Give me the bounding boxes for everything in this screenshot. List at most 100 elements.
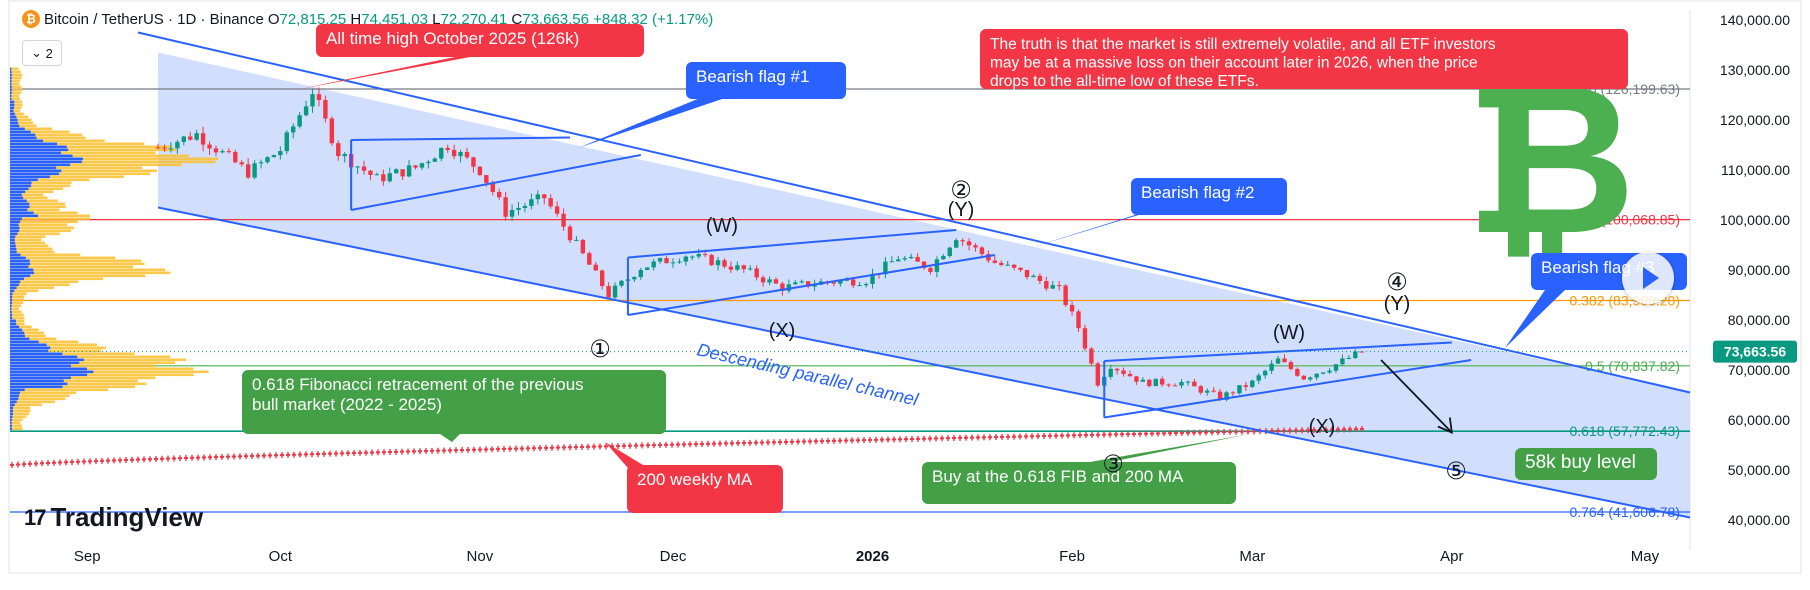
candle-body — [1198, 386, 1204, 393]
volume-profile-bar-blue — [10, 400, 17, 404]
x-tick-label: Oct — [269, 548, 293, 565]
wave-x-label-b: (X) — [1309, 416, 1336, 438]
ma200-tick — [797, 438, 799, 445]
candle-body — [709, 254, 714, 266]
volume-profile-bar — [10, 244, 49, 248]
candle-body — [1005, 264, 1010, 266]
ma200-tick — [809, 438, 811, 445]
candle-body — [574, 239, 579, 241]
indicator-collapse-button[interactable]: ⌄ 2 — [22, 40, 62, 66]
candle-body — [986, 254, 991, 261]
flag-3-lower — [1104, 359, 1472, 419]
volume-profile-bar-blue — [10, 103, 15, 107]
volume-profile-bar-blue — [10, 106, 15, 110]
volume-profile-bar-blue — [10, 220, 21, 224]
wave-2-y-label: (Y) — [948, 199, 975, 221]
ma200-tick — [1187, 429, 1189, 436]
candle-body — [889, 261, 895, 263]
volume-profile-bar-blue — [10, 325, 20, 329]
candle-body — [1089, 348, 1094, 364]
candle-body — [960, 240, 965, 242]
candle-body — [413, 165, 418, 168]
ma200-tick — [527, 445, 529, 452]
volume-profile-bar — [10, 328, 39, 332]
candle-body — [387, 173, 392, 182]
buy-label-box — [922, 462, 1236, 504]
candle-body — [651, 261, 656, 268]
volume-profile-bar-blue — [10, 82, 12, 86]
candle-body — [690, 256, 695, 258]
play-button[interactable] — [1622, 252, 1674, 304]
volume-profile-bar — [10, 124, 37, 128]
channel-fill — [158, 52, 1690, 518]
candle-body — [1301, 375, 1306, 380]
candle-body — [683, 256, 689, 262]
volume-profile-bar — [10, 73, 22, 77]
ma200-tick — [743, 439, 745, 446]
candle-body — [419, 163, 425, 168]
ma200-tick — [143, 456, 145, 463]
volume-profile-bar — [10, 388, 109, 392]
ma200-tick — [629, 442, 631, 449]
candle-body — [1082, 328, 1088, 349]
volume-profile-bar — [10, 157, 219, 161]
candle-body — [908, 256, 914, 259]
volume-profile-bar — [10, 202, 66, 206]
volume-profile-bar — [10, 265, 133, 269]
volume-profile-bar-blue — [10, 334, 25, 338]
volume-profile-bar-blue — [10, 67, 12, 71]
ma200-tick — [521, 445, 523, 452]
candle-body — [271, 155, 277, 158]
candle-body — [1333, 364, 1339, 371]
ma200-tick — [353, 450, 355, 457]
ma200-tick — [1343, 426, 1345, 433]
candle-body — [741, 265, 746, 270]
candle-body — [760, 277, 766, 283]
volume-profile-bar-blue — [10, 412, 13, 416]
volume-profile-bar-blue — [10, 265, 29, 269]
candle-body — [612, 285, 618, 298]
ma200-tick — [821, 438, 823, 445]
wave-x-label-a: (X) — [769, 320, 796, 342]
volume-profile-bar-blue — [10, 259, 30, 263]
volume-profile-bar — [10, 304, 22, 308]
candle-body — [1314, 373, 1319, 378]
ma200-tick — [497, 446, 499, 453]
candle-body — [1320, 372, 1326, 374]
symbol-title[interactable]: Bitcoin / TetherUS · 1D · Binance — [44, 10, 264, 28]
ma200-tick — [503, 445, 505, 452]
tradingview-logo[interactable]: 17 TradingView — [24, 502, 204, 532]
candle-body — [1275, 358, 1281, 364]
candle-body — [947, 247, 952, 256]
candle-body — [928, 268, 933, 272]
ma200-tick — [641, 442, 643, 449]
volume-profile-bar — [10, 109, 20, 113]
candle-body — [432, 158, 438, 162]
x-tick-label: Sep — [74, 548, 101, 565]
candle-body — [406, 165, 412, 177]
ma200-tick — [1163, 430, 1165, 437]
ma200-tick — [1271, 427, 1273, 434]
candle-body — [638, 269, 644, 278]
x-tick-label: Apr — [1440, 548, 1463, 565]
ma200-tick — [1319, 426, 1321, 433]
ma200-tick — [1007, 433, 1009, 440]
volume-profile-bar-blue — [10, 91, 12, 95]
candle-body — [471, 157, 476, 167]
ma200-tick — [1211, 429, 1213, 436]
projection-arrow-head — [1437, 417, 1453, 434]
volume-profile-bar-blue — [10, 118, 18, 122]
ma200-tick — [1349, 426, 1351, 433]
candle-body — [1153, 378, 1158, 387]
ma200-tick — [557, 444, 559, 451]
flag2-label-pointer — [1030, 210, 1155, 248]
candle-body — [715, 260, 721, 266]
ma200-tick — [1331, 426, 1333, 433]
flag2-label-text: Bearish flag #2 — [1141, 183, 1254, 202]
y-tick-label: 70,000.00 — [1728, 362, 1790, 378]
ma200-tick — [437, 447, 439, 454]
channel-lower-line — [157, 206, 1691, 519]
buy-label-pointer — [1090, 434, 1250, 462]
candle-body — [1185, 381, 1191, 383]
